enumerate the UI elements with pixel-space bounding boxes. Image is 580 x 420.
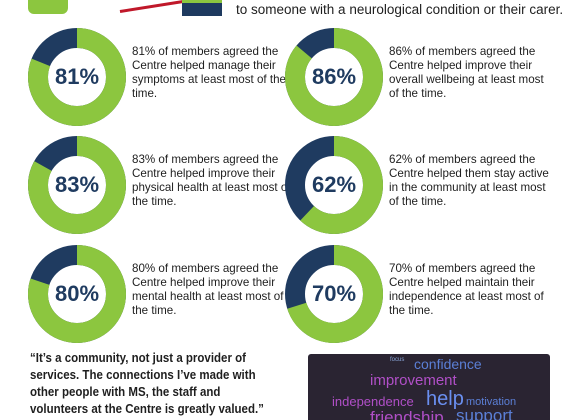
donut-svg [28,28,126,126]
word-cloud-word: friendship [370,408,444,420]
donut-percent-arc [285,245,383,343]
stat-independence: 70% 70% of members agreed the Centre hel… [285,245,555,345]
donut-percent-arc [285,136,383,234]
donut-svg [28,136,126,234]
donut-chart [28,136,126,234]
stat-community: 62% 62% of members agreed the Centre hel… [285,136,555,236]
stat-description: 70% of members agreed the Centre helped … [389,262,544,317]
word-cloud-word: improvement [370,372,457,389]
donut-percent-arc [285,28,383,126]
donut-svg [28,245,126,343]
word-cloud-word: support [456,406,513,420]
stat-description: 83% of members agreed the Centre helped … [132,153,291,208]
donut-chart [28,245,126,343]
donut-chart [285,136,383,234]
top-navy-bar-edge [182,0,222,3]
stat-symptoms: 81% 81% of members agreed the Centre hel… [28,28,298,128]
stat-mental-health: 80% 80% of members agreed the Centre hel… [28,245,298,345]
donut-svg [285,245,383,343]
word-cloud-word: focus [390,357,405,363]
header-caption: to someone with a neurological condition… [236,2,564,17]
donut-chart [285,28,383,126]
donut-percent-label: 81% [54,64,100,89]
donut-percent-label: 86% [311,64,357,89]
top-green-shape [28,0,68,14]
donut-svg [285,28,383,126]
donut-percent-label: 70% [311,281,357,306]
donut-percent-label: 83% [54,172,100,197]
donut-percent-label: 62% [311,172,357,197]
word-cloud-word: help [426,388,464,410]
donut-percent-arc [28,28,126,126]
stat-description: 86% of members agreed the Centre helped … [389,45,544,100]
top-red-line [119,0,184,13]
donut-percent-label: 80% [54,281,100,306]
word-cloud-word: independence [332,394,414,409]
top-navy-bar [182,0,222,16]
stat-physical-health: 83% 83% of members agreed the Centre hel… [28,136,298,236]
word-cloud-word: confidence [414,356,482,372]
donut-chart [285,245,383,343]
stat-wellbeing: 86% 86% of members agreed the Centre hel… [285,28,555,128]
member-quote: “It’s a community, not just a provider o… [30,351,264,416]
donut-chart [28,28,126,126]
donut-svg [285,136,383,234]
stat-description: 80% of members agreed the Centre helped … [132,262,284,317]
stat-description: 62% of members agreed the Centre helped … [389,153,549,208]
word-cloud-word: motivation [466,396,517,408]
stat-description: 81% of members agreed the Centre helped … [132,45,286,100]
word-cloud: focus confidence improvement independenc… [308,354,550,420]
donut-percent-arc [28,136,126,234]
donut-percent-arc [28,245,126,343]
